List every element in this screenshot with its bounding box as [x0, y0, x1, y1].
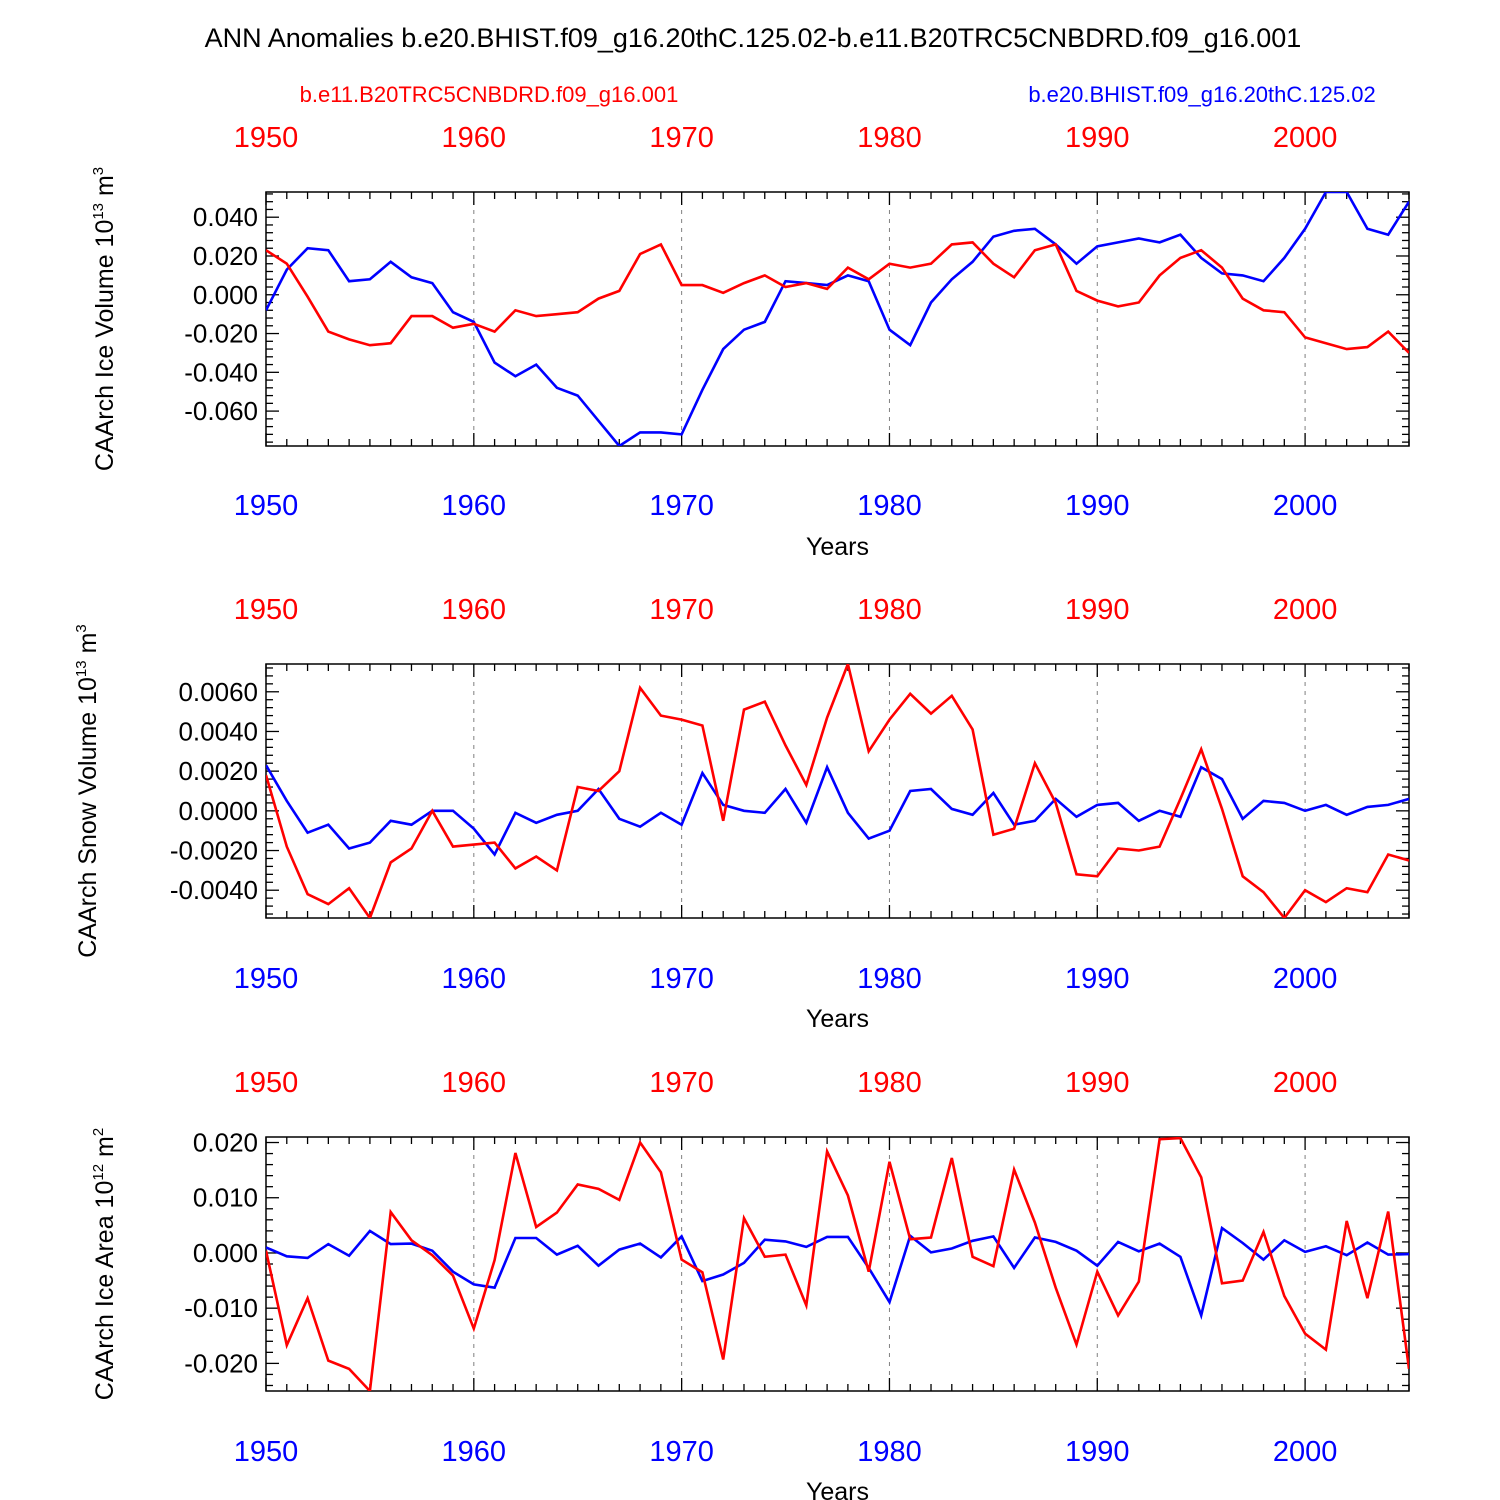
x-tick-label-bottom: 1990 [1065, 490, 1130, 522]
x-axis-label: Years [806, 1478, 869, 1500]
x-tick-label-top: 2000 [1273, 594, 1338, 626]
y-axis-label-unit: m [91, 175, 119, 203]
y-tick-label: -0.010 [184, 1293, 258, 1323]
x-tick-label-top: 2000 [1273, 1067, 1338, 1099]
blue-series-line [266, 1225, 1409, 1320]
x-tick-label-bottom: 1970 [649, 1436, 714, 1468]
x-tick-label-bottom: 2000 [1273, 963, 1338, 995]
figure-title: ANN Anomalies b.e20.BHIST.f09_g16.20thC.… [205, 23, 1302, 53]
x-tick-label-top: 1960 [442, 1067, 507, 1099]
x-tick-label-top: 1970 [649, 1067, 714, 1099]
y-tick-label: 0.000 [193, 280, 258, 310]
panel-1: -0.060 -0.040 -0.020 0.000 0.020 0.040 1950 195… [90, 122, 1410, 561]
y-axis-label-main: CAArch Snow Volume 10 [74, 677, 102, 958]
x-tick-label-top: 1990 [1065, 122, 1130, 154]
x-tick-label-bottom: 1960 [442, 490, 507, 522]
y-tick-label: -0.0040 [170, 875, 258, 905]
series-group [266, 1137, 1409, 1391]
x-tick-label-top: 1970 [649, 122, 714, 154]
x-tick-label-top: 1980 [857, 594, 922, 626]
series-group [266, 664, 1409, 918]
y-axis-label-unit-exponent: 2 [90, 1128, 107, 1136]
plot-frame [265, 191, 1410, 447]
y-axis-label-exponent: 12 [90, 1164, 107, 1181]
y-tick-label: 0.020 [193, 241, 258, 271]
x-tick-label-bottom: 1960 [442, 1436, 507, 1468]
x-axis-label: Years [806, 1005, 869, 1033]
x-tick-label-bottom: 2000 [1273, 1436, 1338, 1468]
y-tick-label: -0.0020 [170, 836, 258, 866]
plot-frame [265, 663, 1410, 919]
x-tick-label-top: 2000 [1273, 122, 1338, 154]
y-axis-label: CAArch Snow Volume 1013 m3 [73, 624, 102, 958]
y-tick-label: 0.000 [193, 1238, 258, 1268]
x-tick-label-top: 1970 [649, 594, 714, 626]
y-tick-label: 0.020 [193, 1128, 258, 1158]
panel-3: -0.020 -0.010 0.000 0.010 0.020 1950 1950 1960 1… [90, 1067, 1410, 1500]
y-axis-label-main: CAArch Ice Volume 10 [91, 220, 119, 472]
y-tick-label: -0.020 [184, 319, 258, 349]
panels: -0.060 -0.040 -0.020 0.000 0.020 0.040 1950 195… [73, 122, 1410, 1500]
x-tick-label-bottom: 1970 [649, 490, 714, 522]
x-tick-label-bottom: 1990 [1065, 963, 1130, 995]
x-tick-label-top: 1950 [234, 1067, 299, 1099]
x-tick-label-bottom: 1960 [442, 963, 507, 995]
y-tick-label: -0.040 [184, 357, 258, 387]
y-axis-label-unit-exponent: 3 [90, 167, 107, 175]
red-series-line [266, 1137, 1409, 1391]
y-axis-label-unit-exponent: 3 [73, 624, 90, 632]
y-tick-label: -0.020 [184, 1348, 258, 1378]
legend-blue-label: b.e20.BHIST.f09_g16.20thC.125.02 [1028, 82, 1375, 107]
x-tick-label-top: 1990 [1065, 1067, 1130, 1099]
red-series-line [266, 664, 1409, 918]
y-tick-label: 0.0000 [178, 796, 258, 826]
y-tick-label: -0.060 [184, 396, 258, 426]
series-group [266, 192, 1409, 446]
x-tick-label-bottom: 1980 [857, 490, 922, 522]
red-series-line [266, 241, 1409, 354]
y-tick-label: 0.0040 [178, 716, 258, 746]
x-tick-label-bottom: 1970 [649, 963, 714, 995]
x-tick-label-bottom: 1950 [234, 490, 299, 522]
y-tick-label: 0.040 [193, 202, 258, 232]
x-tick-label-bottom: 1950 [234, 1436, 299, 1468]
x-tick-label-top: 1950 [234, 122, 299, 154]
panel-2: -0.0040 -0.0020 0.0000 0.0020 0.0040 0.0060 19… [73, 594, 1410, 1033]
y-axis-label: CAArch Ice Area 1012 m2 [90, 1128, 119, 1400]
x-tick-label-bottom: 1950 [234, 963, 299, 995]
x-tick-label-top: 1960 [442, 122, 507, 154]
x-tick-label-bottom: 1980 [857, 963, 922, 995]
x-tick-label-top: 1960 [442, 594, 507, 626]
x-tick-label-bottom: 1980 [857, 1436, 922, 1468]
x-tick-label-top: 1980 [857, 1067, 922, 1099]
y-axis-label-exponent: 13 [73, 660, 90, 677]
y-axis-label-main: CAArch Ice Area 10 [91, 1181, 119, 1401]
blue-series-line [266, 192, 1409, 446]
y-tick-label: 0.0020 [178, 756, 258, 786]
x-tick-label-top: 1990 [1065, 594, 1130, 626]
y-axis-label-unit: m [74, 633, 102, 661]
x-tick-label-top: 1950 [234, 594, 299, 626]
x-tick-label-bottom: 2000 [1273, 490, 1338, 522]
legend-red-label: b.e11.B20TRC5CNBDRD.f09_g16.001 [300, 82, 679, 107]
blue-series-line [266, 763, 1409, 857]
x-axis-label: Years [806, 533, 869, 561]
x-tick-label-bottom: 1990 [1065, 1436, 1130, 1468]
plot-frame [265, 1136, 1410, 1392]
y-tick-label: 0.0060 [178, 677, 258, 707]
y-axis-label: CAArch Ice Volume 1013 m3 [90, 167, 119, 471]
y-tick-label: 0.010 [193, 1183, 258, 1213]
x-tick-label-top: 1980 [857, 122, 922, 154]
y-axis-label-exponent: 13 [90, 203, 107, 220]
y-axis-label-unit: m [91, 1136, 119, 1164]
